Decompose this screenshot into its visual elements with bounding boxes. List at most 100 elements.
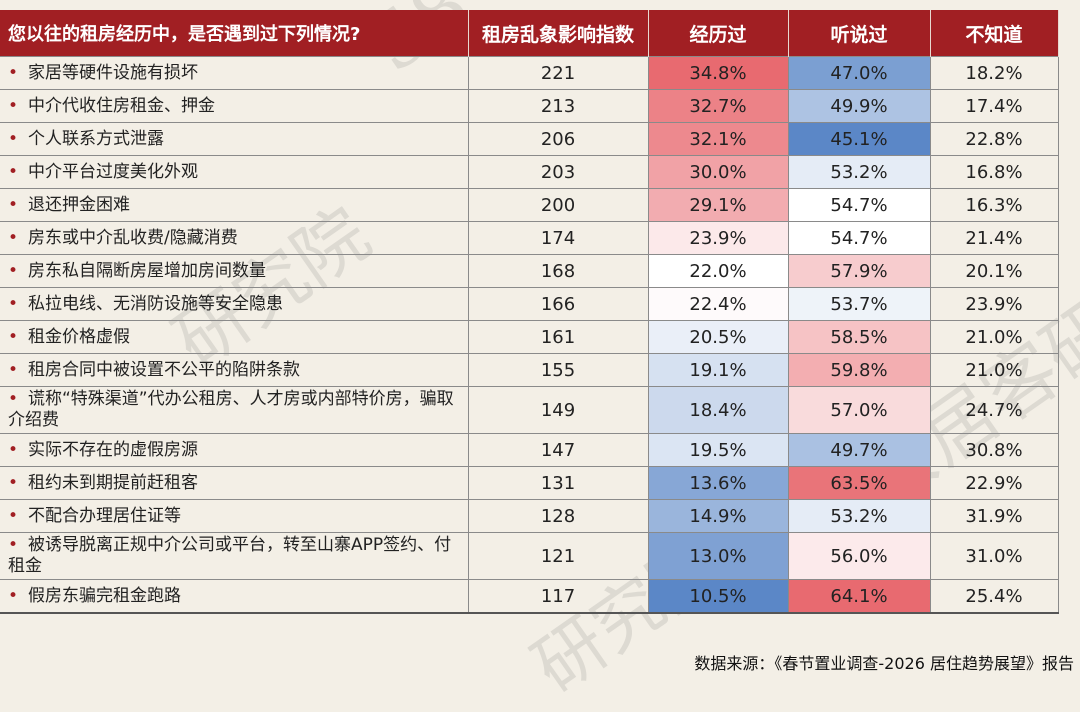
heard-cell: 59.8% (788, 353, 931, 387)
table-row: • 私拉电线、无消防设施等安全隐患 166 22.4% 53.7% 23.9% (0, 287, 1059, 321)
item-cell: • 被诱导脱离正规中介公司或平台，转至山寨APP签约、付租金 (0, 532, 469, 580)
impact-index-cell: 147 (468, 433, 649, 467)
impact-index-cell: 200 (468, 188, 649, 222)
item-cell: • 私拉电线、无消防设施等安全隐患 (0, 287, 469, 321)
item-label: 实际不存在的虚假房源 (28, 439, 198, 460)
unknown-cell: 16.3% (930, 188, 1059, 222)
heard-cell: 54.7% (788, 188, 931, 222)
heard-cell: 64.1% (788, 579, 931, 614)
impact-index-cell: 131 (468, 466, 649, 500)
experienced-cell: 30.0% (648, 155, 789, 189)
heard-cell: 57.9% (788, 254, 931, 288)
bullet: • (8, 260, 19, 281)
table-row: • 退还押金困难 200 29.1% 54.7% 16.3% (0, 188, 1059, 222)
heard-cell: 45.1% (788, 122, 931, 156)
heard-cell: 53.2% (788, 499, 931, 533)
experienced-cell: 13.6% (648, 466, 789, 500)
column-header: 听说过 (788, 10, 931, 57)
impact-index-cell: 168 (468, 254, 649, 288)
experienced-cell: 32.7% (648, 89, 789, 123)
item-label: 个人联系方式泄露 (28, 128, 164, 149)
bullet: • (8, 389, 19, 409)
item-cell: • 中介代收住房租金、押金 (0, 89, 469, 123)
impact-index-cell: 155 (468, 353, 649, 387)
item-label: 退还押金困难 (28, 194, 130, 215)
unknown-cell: 16.8% (930, 155, 1059, 189)
table-row: • 假房东骗完租金跑路 117 10.5% 64.1% 25.4% (0, 579, 1059, 614)
experienced-cell: 19.1% (648, 353, 789, 387)
table-row: • 谎称“特殊渠道”代办公租房、人才房或内部特价房，骗取介绍费 149 18.4% 57… (0, 386, 1059, 434)
table-row: • 房东私自隔断房屋增加房间数量 168 22.0% 57.9% 20.1% (0, 254, 1059, 288)
impact-index-cell: 203 (468, 155, 649, 189)
bullet: • (8, 359, 19, 380)
impact-index-cell: 121 (468, 532, 649, 580)
item-label: 家居等硬件设施有损坏 (28, 62, 198, 83)
unknown-cell: 30.8% (930, 433, 1059, 467)
item-label: 租约未到期提前赶租客 (28, 472, 198, 493)
experienced-cell: 22.4% (648, 287, 789, 321)
heard-cell: 53.7% (788, 287, 931, 321)
item-cell: • 假房东骗完租金跑路 (0, 579, 469, 614)
unknown-cell: 21.0% (930, 320, 1059, 354)
item-label: 房东私自隔断房屋增加房间数量 (28, 260, 266, 281)
bullet: • (8, 227, 19, 248)
heard-cell: 47.0% (788, 56, 931, 90)
heard-cell: 49.7% (788, 433, 931, 467)
unknown-cell: 23.9% (930, 287, 1059, 321)
item-label: 假房东骗完租金跑路 (28, 585, 181, 606)
table-row: • 中介代收住房租金、押金 213 32.7% 49.9% 17.4% (0, 89, 1059, 123)
impact-index-cell: 166 (468, 287, 649, 321)
item-cell: • 个人联系方式泄露 (0, 122, 469, 156)
impact-index-cell: 213 (468, 89, 649, 123)
impact-index-cell: 117 (468, 579, 649, 614)
bullet: • (8, 95, 19, 116)
rental-issues-table: 您以往的租房经历中，是否遇到过下列情况? 租房乱象影响指数 经历过 听说过 不知… (0, 10, 1059, 614)
column-header: 租房乱象影响指数 (468, 10, 649, 57)
unknown-cell: 31.0% (930, 532, 1059, 580)
bullet: • (8, 293, 19, 314)
table-row: • 租房合同中被设置不公平的陷阱条款 155 19.1% 59.8% 21.0% (0, 353, 1059, 387)
bullet: • (8, 505, 19, 526)
unknown-cell: 21.4% (930, 221, 1059, 255)
table-row: • 租约未到期提前赶租客 131 13.6% 63.5% 22.9% (0, 466, 1059, 500)
item-cell: • 中介平台过度美化外观 (0, 155, 469, 189)
bullet: • (8, 439, 19, 460)
heard-cell: 54.7% (788, 221, 931, 255)
column-header: 您以往的租房经历中，是否遇到过下列情况? (0, 10, 469, 57)
item-label: 被诱导脱离正规中介公司或平台，转至山寨APP签约、付租金 (8, 535, 452, 576)
table-row: • 中介平台过度美化外观 203 30.0% 53.2% 16.8% (0, 155, 1059, 189)
heard-cell: 63.5% (788, 466, 931, 500)
table-row: • 房东或中介乱收费/隐藏消费 174 23.9% 54.7% 21.4% (0, 221, 1059, 255)
table-row: • 不配合办理居住证等 128 14.9% 53.2% 31.9% (0, 499, 1059, 533)
bullet: • (8, 535, 19, 555)
heard-cell: 56.0% (788, 532, 931, 580)
item-cell: • 家居等硬件设施有损坏 (0, 56, 469, 90)
unknown-cell: 17.4% (930, 89, 1059, 123)
table-row: • 实际不存在的虚假房源 147 19.5% 49.7% 30.8% (0, 433, 1059, 467)
experienced-cell: 20.5% (648, 320, 789, 354)
item-cell: • 租金价格虚假 (0, 320, 469, 354)
impact-index-cell: 206 (468, 122, 649, 156)
table-body: • 家居等硬件设施有损坏 221 34.8% 47.0% 18.2% • 中介代收住房租金、押… (0, 56, 1059, 614)
unknown-cell: 22.8% (930, 122, 1059, 156)
unknown-cell: 21.0% (930, 353, 1059, 387)
bullet: • (8, 194, 19, 215)
experienced-cell: 23.9% (648, 221, 789, 255)
unknown-cell: 31.9% (930, 499, 1059, 533)
item-label: 谎称“特殊渠道”代办公租房、人才房或内部特价房，骗取介绍费 (8, 389, 454, 430)
item-cell: • 租约未到期提前赶租客 (0, 466, 469, 500)
table-row: • 家居等硬件设施有损坏 221 34.8% 47.0% 18.2% (0, 56, 1059, 90)
experienced-cell: 10.5% (648, 579, 789, 614)
table-row: • 个人联系方式泄露 206 32.1% 45.1% 22.8% (0, 122, 1059, 156)
item-label: 房东或中介乱收费/隐藏消费 (28, 227, 238, 248)
item-label: 租房合同中被设置不公平的陷阱条款 (28, 359, 300, 380)
impact-index-cell: 174 (468, 221, 649, 255)
bullet: • (8, 161, 19, 182)
experienced-cell: 13.0% (648, 532, 789, 580)
unknown-cell: 24.7% (930, 386, 1059, 434)
experienced-cell: 29.1% (648, 188, 789, 222)
unknown-cell: 20.1% (930, 254, 1059, 288)
bullet: • (8, 128, 19, 149)
heard-cell: 53.2% (788, 155, 931, 189)
table-row: • 租金价格虚假 161 20.5% 58.5% 21.0% (0, 320, 1059, 354)
